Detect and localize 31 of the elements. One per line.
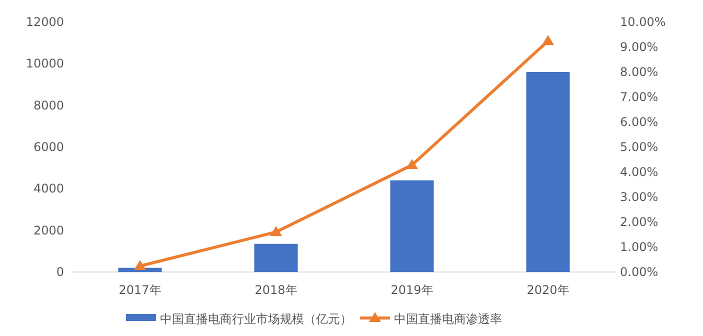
x-tick-label: 2018年 [254,283,298,297]
y2-tick-label: 1.00% [620,240,658,254]
y-tick-label: 10000 [26,56,64,71]
y2-tick-label: 10.00% [620,15,666,29]
x-tick-label: 2017年 [118,283,162,297]
y2-tick-label: 5.00% [620,140,658,154]
y2-tick-label: 3.00% [620,190,658,204]
y-tick-label: 8000 [33,98,64,112]
bar [526,72,570,272]
point [134,260,146,270]
y-tick-label: 0 [56,265,64,279]
bar [254,244,298,272]
y2-tick-label: 2.00% [620,215,658,229]
point [406,159,418,169]
y2-tick-label: 0.00% [620,265,658,279]
point [270,226,282,236]
x-tick-label: 2020年 [526,283,570,297]
point [542,35,554,45]
y2-tick-label: 4.00% [620,165,658,179]
y-tick-label: 4000 [33,182,64,196]
y2-tick-label: 6.00% [620,115,658,129]
bar [390,180,434,272]
x-tick-label: 2019年 [390,283,434,297]
y2-tick-label: 9.00% [620,40,658,54]
legend-label: 中国直播电商行业市场规模（亿元） [160,312,352,326]
legend-label: 中国直播电商渗透率 [394,312,502,326]
y-tick-label: 12000 [26,15,64,29]
y-tick-label: 6000 [33,140,64,154]
y2-tick-label: 7.00% [620,90,658,104]
y-tick-label: 2000 [33,223,64,238]
y2-tick-label: 8.00% [620,65,658,79]
